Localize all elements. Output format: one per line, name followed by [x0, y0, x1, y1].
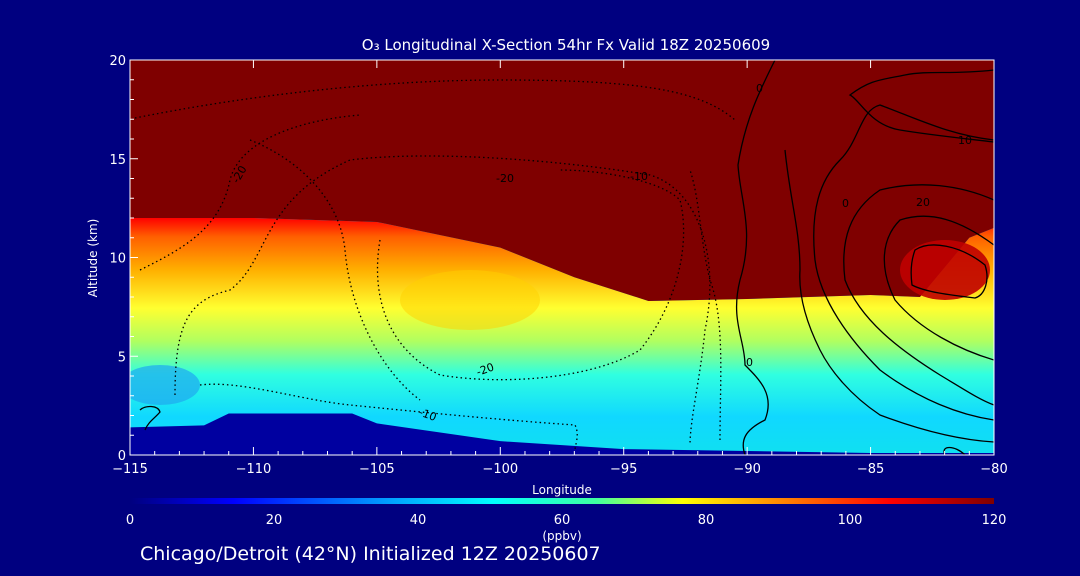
x-tick-label: −95 — [610, 462, 637, 477]
y-axis: 0 5 10 15 20 — [109, 54, 138, 464]
chart-title: O₃ Longitudinal X-Section 54hr Fx Valid … — [362, 36, 770, 54]
x-axis-label: Longitude — [532, 483, 592, 497]
x-tick-label: −110 — [236, 462, 272, 477]
x-tick-label: −100 — [482, 462, 518, 477]
contour-label: -10 — [630, 170, 648, 183]
plot-area: -20 -20 -10 -20 -10 0 0 0 10 20 — [130, 60, 994, 455]
contour-label: 10 — [958, 134, 972, 147]
contour-label: 0 — [756, 82, 763, 95]
contour-positive — [848, 69, 994, 143]
contour-dotted — [134, 79, 736, 121]
low-ozone-pocket — [130, 365, 200, 405]
contour-label-group: -20 -20 -10 -20 -10 0 0 0 10 20 — [229, 82, 972, 424]
contour-dotted — [689, 169, 722, 441]
contour-label: -20 — [496, 172, 514, 185]
colorbar — [130, 498, 994, 504]
colorbar-ticks: 0 20 40 60 80 100 120 — [126, 513, 1007, 528]
contour-positive — [910, 244, 988, 299]
contour-negative — [784, 149, 994, 443]
contour-zero — [736, 60, 776, 455]
y-tick-label: 20 — [109, 54, 126, 69]
stratosphere-field — [130, 60, 994, 301]
caption: Chicago/Detroit (42°N) Initialized 12Z 2… — [140, 543, 601, 565]
colorbar-tick-label: 100 — [838, 513, 863, 528]
high-ozone-tongue — [400, 270, 540, 330]
colorbar-tick-label: 20 — [266, 513, 283, 528]
colorbar-unit-label: (ppbv) — [542, 529, 581, 543]
colorbar-tick-label: 60 — [554, 513, 571, 528]
contour-positive — [813, 104, 994, 421]
troposphere-field — [130, 218, 994, 455]
contour-dotted — [249, 139, 421, 401]
contour-positive — [843, 184, 994, 406]
x-tick-label: −105 — [359, 462, 395, 477]
x-tick-label: −80 — [980, 462, 1007, 477]
y-tick-label: 0 — [118, 449, 126, 464]
y-tick-label: 10 — [109, 252, 126, 267]
contour-label: 0 — [842, 197, 849, 210]
contour-positive — [883, 215, 994, 361]
contours — [134, 60, 994, 455]
colorbar-tick-label: 80 — [698, 513, 715, 528]
contour-label: -10 — [417, 406, 438, 424]
contour-label: -20 — [475, 360, 496, 378]
contour-positive — [139, 405, 161, 431]
colorbar-tick-label: 120 — [982, 513, 1007, 528]
colorbar-tick-label: 40 — [410, 513, 427, 528]
x-tick-label: −115 — [112, 462, 148, 477]
contour-label: 20 — [916, 196, 930, 209]
contour-dotted — [199, 383, 578, 451]
terrain — [130, 413, 994, 455]
contour-label: 0 — [746, 356, 753, 369]
contour-dotted — [376, 169, 685, 381]
x-axis: −115 −110 −105 −100 −95 −90 −85 −80 — [112, 60, 1008, 477]
x-tick-label: −85 — [857, 462, 884, 477]
y-tick-label: 15 — [109, 153, 126, 168]
contour-dotted — [174, 155, 711, 446]
east-ozone-core — [900, 240, 990, 300]
y-axis-label: Altitude (km) — [86, 219, 100, 298]
colorbar-tick-label: 0 — [126, 513, 134, 528]
x-tick-label: −90 — [733, 462, 760, 477]
y-tick-label: 5 — [118, 350, 126, 365]
